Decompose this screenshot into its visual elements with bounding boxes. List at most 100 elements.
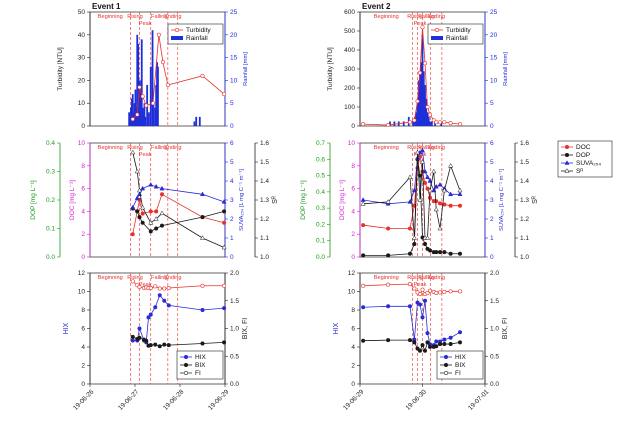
doc-point (407, 226, 412, 231)
legend-label: Rainfall (186, 35, 208, 42)
rainfall-bar (393, 121, 396, 126)
dop-point (412, 241, 417, 246)
dop-point (448, 251, 453, 256)
x-tick-label: 19-06-27 (117, 388, 141, 412)
legend-label: Sᴿ (576, 168, 583, 175)
suva-tick-label: 4 (230, 178, 234, 185)
hix-point (166, 303, 171, 308)
event-title: Event 1 (92, 2, 121, 11)
hix-tick-label: 0 (351, 381, 355, 388)
rainfall-bar (402, 121, 405, 126)
fi-point (162, 286, 167, 291)
turbidity-point (417, 70, 422, 75)
bix-point (407, 338, 412, 343)
rainfall-bar (421, 34, 424, 126)
legend-label: BIX (455, 362, 466, 369)
bix-fi-tick-label: 0.0 (230, 381, 239, 388)
phase-label: Falling (418, 14, 434, 20)
bix-point (434, 344, 439, 349)
dop-point (135, 209, 140, 214)
bix-point (437, 342, 442, 347)
sr-axis-label: Sᴿ (272, 195, 279, 204)
doc-tick-label: 4 (351, 208, 355, 215)
phase-label: Peak (139, 21, 152, 27)
rainfall-bar (157, 66, 159, 126)
sr-point (441, 187, 447, 193)
dop-point (434, 250, 439, 255)
bix-fi-tick-label: 0.0 (490, 381, 499, 388)
fi-point (407, 282, 412, 287)
doc-tick-label: 2 (81, 231, 85, 238)
dop-axis-label: DOP [mg L⁻¹] (300, 180, 307, 220)
rainfall-tick-label: 10 (230, 77, 238, 84)
doc-axis-label: DOC [mg L⁻¹] (339, 180, 346, 220)
bix-point (144, 338, 149, 343)
fi-point (448, 289, 453, 294)
hix-point (457, 330, 462, 335)
sr-tick-label: 1.5 (520, 159, 529, 166)
dop-tick-label: 0.2 (46, 197, 55, 204)
dop-point (140, 220, 145, 225)
phase-label: Ending (164, 145, 181, 151)
sr-point (411, 235, 417, 240)
legend-marker (434, 27, 439, 32)
suva-point (424, 174, 431, 179)
sr-tick-label: 1.5 (260, 159, 269, 166)
x-tick-label: 19-06-29 (342, 388, 366, 412)
rainfall-bar (143, 103, 146, 126)
hix-tick-label: 6 (351, 326, 355, 333)
phase-label: Beginning (98, 275, 123, 281)
sr-point (433, 206, 439, 212)
rainfall-tick-label: 20 (230, 32, 238, 39)
bix-point (442, 342, 447, 347)
phase-label: Rising (127, 145, 143, 151)
sr-tick-label: 1.2 (520, 216, 529, 223)
turbidity-tick-label: 600 (344, 9, 355, 16)
doc-axis-label: DOC [mg L⁻¹] (69, 180, 76, 220)
turbidity-point (140, 94, 145, 99)
fi-point (166, 285, 171, 290)
legend-label: BIX (195, 362, 206, 369)
fi-point (200, 283, 205, 288)
rainfall-bar (198, 116, 201, 126)
sr-point (414, 149, 421, 155)
phase-label: Ending (164, 275, 181, 281)
suva-tick-label: 1 (490, 235, 494, 242)
turbidity-point (442, 120, 447, 125)
hix-point (386, 304, 391, 309)
dop-axis-label: DOP [mg L⁻¹] (30, 180, 37, 220)
rainfall-tick-label: 5 (490, 100, 494, 107)
turbidity-point (437, 120, 442, 125)
phase-label: Beginning (374, 14, 399, 20)
bix-point (222, 340, 227, 345)
hix-point (137, 326, 142, 331)
doc-point (160, 192, 165, 197)
fi-point (425, 290, 430, 295)
phase-label: Falling (418, 275, 434, 281)
doc-point (437, 201, 442, 206)
suva-point (130, 204, 136, 210)
dop-point (437, 250, 442, 255)
dop-point (148, 229, 153, 234)
phase-label: Peak (414, 21, 427, 27)
hix-line (132, 294, 225, 344)
turbidity-tick-label: 10 (78, 100, 86, 107)
sr-tick-label: 1.4 (260, 178, 269, 185)
turbidity-tick-label: 500 (344, 28, 355, 35)
doc-tick-label: 10 (78, 140, 86, 147)
doc-tick-label: 8 (351, 163, 355, 170)
sr-tick-label: 1.6 (520, 140, 529, 147)
hix-axis-label: HIX (63, 322, 70, 334)
hix-point (361, 305, 366, 310)
phase-label: Peak (139, 282, 152, 288)
legend-swatch (431, 36, 443, 40)
phase-label: Peak (139, 152, 152, 158)
phase-label: Falling (151, 275, 167, 281)
sr-point (385, 199, 391, 204)
phase-label: Ending (428, 14, 445, 20)
bix-fi-tick-label: 1.0 (230, 326, 239, 333)
dop-point (222, 209, 227, 214)
sr-point (134, 168, 140, 174)
sr-tick-label: 1.3 (260, 197, 269, 204)
